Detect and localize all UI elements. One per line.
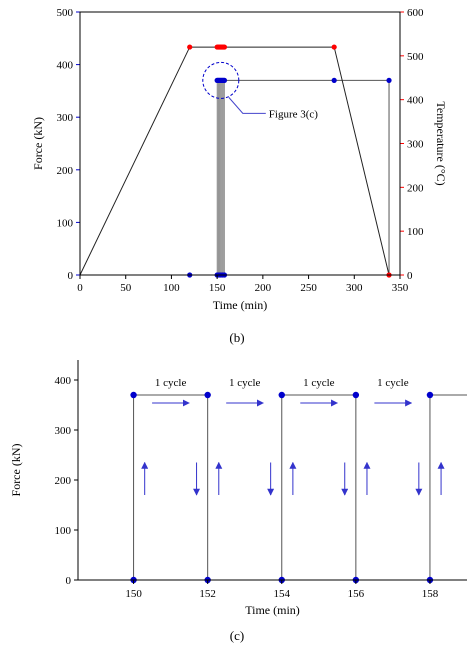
panel-b-temperature-marker bbox=[221, 44, 228, 50]
panel-c-force-line bbox=[133, 394, 467, 581]
panel-c-y-tick-label: 100 bbox=[55, 525, 72, 537]
panel-b-chart: 0 50 100 150 200 250 300 3500100200300400500010… bbox=[31, 7, 448, 312]
panel-c-x-tick-label: 156 bbox=[348, 588, 365, 600]
panel-c-y-tick-label: 200 bbox=[55, 475, 72, 487]
panel-b-series bbox=[79, 44, 392, 278]
panel-c-force-marker bbox=[278, 391, 285, 399]
panel-b-annotation bbox=[202, 61, 266, 114]
panel-c-x-tick-label: 158 bbox=[422, 588, 439, 600]
panel-b-y-tick-label: 400 bbox=[57, 60, 74, 72]
panel-b-y2-tick-label: 400 bbox=[407, 95, 424, 107]
panel-b-y-tick-label: 100 bbox=[57, 217, 74, 229]
panel-b-y2-tick-label: 200 bbox=[407, 182, 424, 194]
panel-b-annotation-circle bbox=[202, 61, 240, 99]
panel-c-force-marker bbox=[426, 391, 434, 399]
panel-c-series bbox=[130, 391, 467, 584]
panel-c-y-axis-title: Force (kN) bbox=[9, 444, 23, 497]
panel-b-y2-tick-label: 100 bbox=[407, 226, 424, 238]
panel-c-x-tick-label: 154 bbox=[274, 588, 291, 600]
panel-b-y2-tick-label: 500 bbox=[407, 51, 424, 63]
panel-c-cycle-labels: 1 cycle 1 cycle 1 cycle 1 cycle bbox=[155, 377, 409, 389]
panel-b-y2-axis-title: Temperature (°C) bbox=[434, 101, 448, 185]
panel-c-ticks: 150 152 154 156 158 0 100 200 300 400 bbox=[55, 375, 439, 600]
panel-b-x-tick-label: 300 bbox=[346, 282, 363, 294]
panel-b-force-marker bbox=[221, 77, 228, 83]
panel-b-force-marker bbox=[386, 77, 392, 83]
panel-c-cycle-label: 1 cycle bbox=[303, 377, 335, 389]
panel-b-y-axis-title: Force (kN) bbox=[31, 117, 45, 170]
panel-b-ticks: 0 50 100 150 200 250 300 3500100200300400500010… bbox=[57, 7, 425, 294]
caption-b: (b) bbox=[229, 330, 244, 345]
panel-c-x-tick-label: 152 bbox=[199, 588, 216, 600]
panel-b-x-tick-label: 50 bbox=[120, 282, 132, 294]
panel-c-force-marker bbox=[352, 391, 360, 399]
panel-b-x-tick-label: 200 bbox=[255, 282, 272, 294]
panel-b-x-tick-label: 0 bbox=[77, 282, 83, 294]
panel-b-temperature-line bbox=[79, 46, 390, 276]
panel-b-force-marker bbox=[331, 77, 337, 83]
caption-c: (c) bbox=[230, 628, 244, 643]
panel-b-plot-frame bbox=[79, 11, 401, 276]
panel-b-y2-tick-label: 600 bbox=[407, 7, 424, 19]
panel-b-x-tick-label: 250 bbox=[300, 282, 317, 294]
panel-b-temperature-marker bbox=[187, 44, 193, 50]
panel-b-annotation-leader bbox=[228, 97, 266, 114]
panel-c-force-marker bbox=[204, 391, 211, 399]
panel-b-temperature-marker bbox=[331, 44, 337, 50]
panel-c-x-tick-label: 150 bbox=[125, 588, 142, 600]
panel-c-force-marker bbox=[130, 391, 137, 399]
panel-c-y-tick-label: 400 bbox=[55, 375, 72, 387]
panel-b-x-tick-label: 150 bbox=[209, 282, 226, 294]
panel-b-y-tick-label: 200 bbox=[57, 165, 74, 177]
panel-b-x-tick-label: 100 bbox=[163, 282, 180, 294]
panel-c-x-axis-title: Time (min) bbox=[245, 603, 300, 617]
panel-b-y2-tick-label: 0 bbox=[407, 270, 413, 282]
panel-c-y-tick-label: 0 bbox=[66, 575, 72, 587]
panel-c-cycle-label: 1 cycle bbox=[377, 377, 409, 389]
panel-b-y-tick-label: 0 bbox=[68, 270, 74, 282]
panel-b-x-tick-label: 350 bbox=[392, 282, 409, 294]
panel-c-cycle-label: 1 cycle bbox=[229, 377, 261, 389]
panel-c-cycle-label: 1 cycle bbox=[155, 377, 187, 389]
panel-b-y2-tick-label: 300 bbox=[407, 139, 424, 151]
panel-b-y-tick-label: 300 bbox=[57, 112, 74, 124]
panel-c-arrows bbox=[141, 399, 445, 496]
panel-c-y-tick-label: 300 bbox=[55, 425, 72, 437]
panel-b-y-tick-label: 500 bbox=[57, 7, 74, 19]
panel-b-x-axis-title: Time (min) bbox=[213, 298, 268, 312]
panel-b-annotation-label: Figure 3(c) bbox=[269, 108, 319, 120]
